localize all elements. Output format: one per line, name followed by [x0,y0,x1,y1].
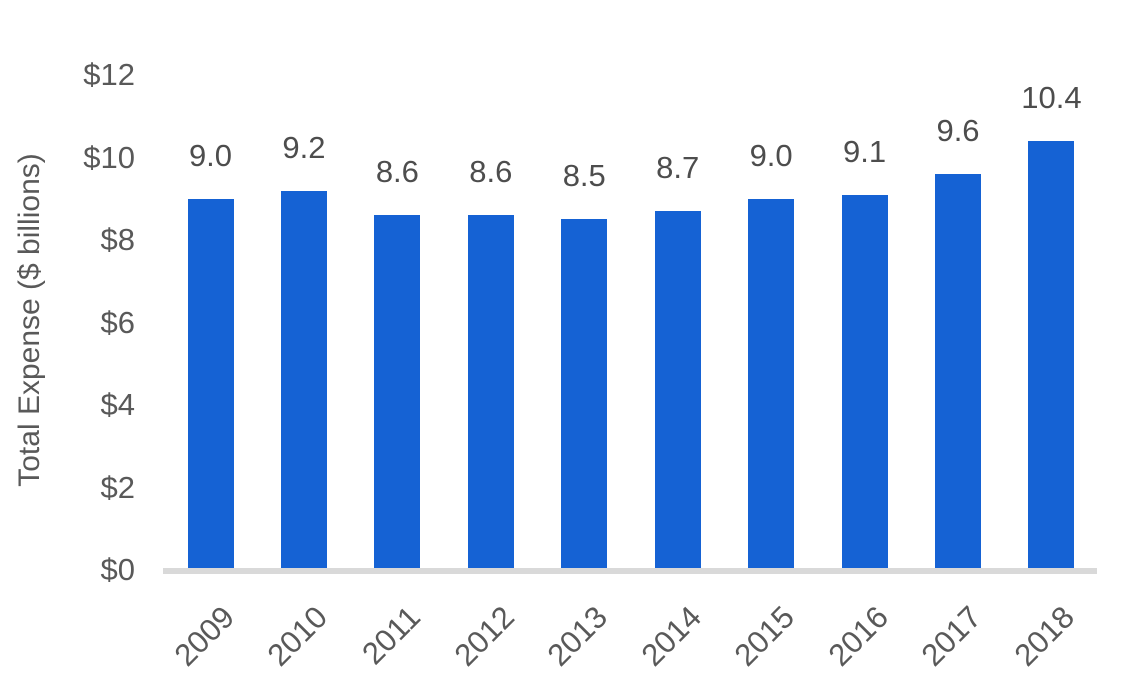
x-tick-label-2017: 2017 [914,599,989,673]
x-tick-label-2016: 2016 [821,599,895,673]
bar-value-label: 9.2 [282,130,326,165]
x-tick-label-2009: 2009 [167,599,241,673]
x-axis-line [163,568,1097,574]
y-tick-label: $12 [83,57,135,92]
x-tick-label-2015: 2015 [727,599,802,673]
bar-value-label: 8.7 [656,150,700,185]
bar-value-label: 9.6 [936,113,980,148]
bar-value-label: 8.5 [562,158,606,193]
bar-2016 [841,195,888,570]
y-tick-label: $0 [100,552,135,587]
x-tick-label-2014: 2014 [634,599,708,673]
bar-value-label: 8.6 [375,154,419,189]
x-tick-label-2013: 2013 [540,599,615,673]
x-tick-label-2018: 2018 [1007,599,1082,673]
y-tick-label: $8 [100,222,135,257]
bar-2013 [561,219,608,570]
y-tick-label: $2 [100,469,135,505]
x-tick-label-2010: 2010 [260,599,334,673]
y-tick-label: $6 [100,304,135,340]
bar-value-label: 8.6 [469,154,513,189]
bar-2018 [1028,141,1075,570]
bar-2014 [654,211,701,570]
y-tick-label: $4 [100,387,135,422]
bar-2011 [374,215,421,570]
bar-value-label: 9.0 [188,138,233,173]
bar-value-label: 10.4 [1021,80,1082,115]
bar-value-label: 9.0 [749,138,793,173]
x-tick-label-2012: 2012 [447,599,521,673]
x-tick-label-2011: 2011 [355,599,428,672]
y-tick-label: $10 [83,139,135,175]
bar-2012 [467,215,514,570]
bar-2017 [935,174,982,570]
bar-2015 [748,199,795,570]
bar-2009 [187,199,234,570]
bar-value-label: 9.1 [843,134,887,169]
bar-2010 [280,191,327,570]
